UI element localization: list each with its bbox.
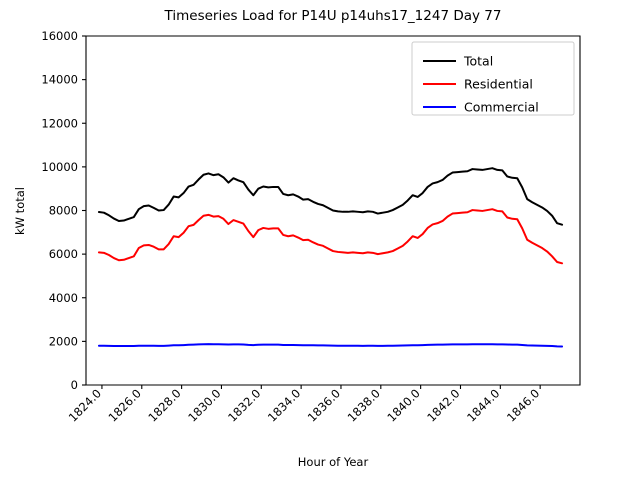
y-tick-label: 12000 (41, 116, 78, 130)
series-line-commercial (97, 343, 564, 348)
chart-title: Timeseries Load for P14U p14uhs17_1247 D… (164, 8, 502, 24)
x-tick-label: 1830.0 (185, 386, 223, 424)
legend-label-commercial: Commercial (464, 100, 539, 115)
y-axis-label: kW total (13, 187, 27, 235)
x-tick-label: 1846.0 (504, 386, 542, 424)
y-tick-label: 16000 (41, 29, 78, 43)
series-line-residential (97, 208, 564, 265)
x-axis-label: Hour of Year (298, 455, 369, 469)
y-tick-label: 8000 (49, 204, 78, 218)
legend-label-total: Total (463, 54, 493, 69)
y-tick-label: 6000 (49, 247, 78, 261)
x-tick-label: 1840.0 (384, 386, 422, 424)
x-axis-ticks: 1824.0 1826.0 1828.0 1830.0 1832.0 1834.0 1836… (66, 385, 542, 425)
series-line-total (97, 167, 564, 226)
y-axis-ticks: 0 2000 4000 6000 8000 10000 12000 14000 16000 (41, 29, 86, 392)
x-tick-label: 1826.0 (106, 386, 144, 424)
x-tick-label: 1842.0 (424, 386, 462, 424)
x-tick-label: 1832.0 (225, 386, 263, 424)
y-tick-label: 4000 (49, 291, 78, 305)
plot-frame (85, 35, 581, 386)
x-tick-label: 1838.0 (345, 386, 383, 424)
data-series-group (97, 167, 564, 348)
x-tick-label: 1836.0 (305, 386, 343, 424)
y-tick-label: 2000 (49, 334, 78, 348)
y-tick-label: 14000 (41, 73, 78, 87)
y-tick-label: 10000 (41, 160, 78, 174)
x-tick-label: 1828.0 (145, 386, 183, 424)
legend-label-residential: Residential (464, 77, 533, 92)
x-tick-label: 1844.0 (464, 386, 502, 424)
x-tick-label: 1834.0 (265, 386, 303, 424)
y-tick-label: 0 (71, 378, 78, 392)
chart-legend[interactable]: Total Residential Commercial (411, 41, 575, 116)
